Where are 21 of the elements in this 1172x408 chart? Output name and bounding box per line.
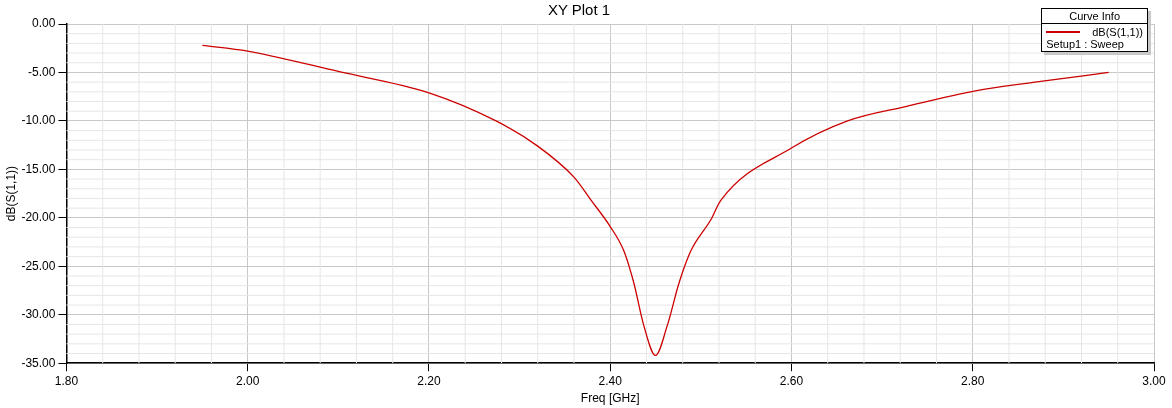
x-tick-label: 2.20 [417,373,441,388]
x-tick-label: 3.00 [1142,373,1166,388]
y-tick-label: -10.00 [21,113,56,128]
annotation: Setup1 : Sweep [1045,38,1125,51]
y-tick-label: -20.00 [21,210,56,225]
x-tick-label: 2.80 [961,373,985,388]
legend-label: dB(S(1,1)) [1092,26,1143,38]
y-tick-label: -30.00 [21,307,56,322]
y-tick-label: -5.00 [28,64,56,79]
x-tick-label: 2.60 [779,373,804,388]
x-tick-label: 2.40 [598,373,623,388]
y-tick-label: -15.00 [21,161,56,176]
chart-title: XY Plot 1 [547,1,611,19]
y-tick-label: -25.00 [21,258,56,273]
y-tick-label: 0.00 [32,16,56,31]
x-axis-title: Freq [GHz] [580,391,640,406]
x-tick-label: 1.80 [54,373,79,388]
y-axis-title: dB(S(1,1)) [3,165,18,222]
x-tick-label: 2.00 [236,373,260,388]
legend-title: Curve Info [1042,9,1147,24]
y-tick-label: -35.00 [21,355,56,370]
